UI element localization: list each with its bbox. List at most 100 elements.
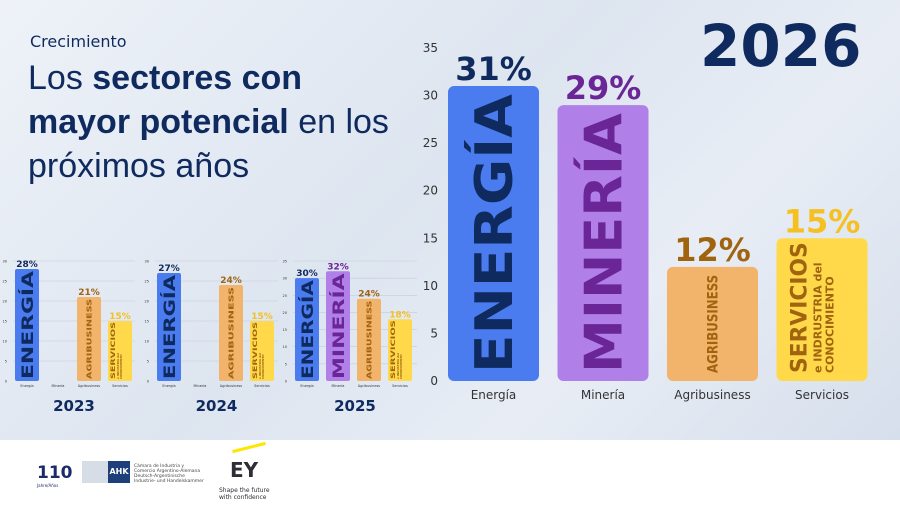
y-tick-label: 0 <box>285 380 287 384</box>
bar-energía <box>295 278 319 381</box>
logo-110-anos: 110 Jahre/Años <box>37 463 73 488</box>
x-tick-label: Agribusiness <box>358 384 380 388</box>
chart-title-2023: 2023 <box>53 397 95 415</box>
bar-agribusiness <box>219 285 243 381</box>
data-label: 29% <box>565 69 642 107</box>
y-tick-label: 25 <box>145 280 149 284</box>
data-label: 24% <box>220 276 242 286</box>
title-part: Los <box>28 59 93 97</box>
chart-title-2025: 2025 <box>334 397 376 415</box>
data-label: 18% <box>389 310 411 320</box>
y-tick-label: 30 <box>145 260 149 264</box>
bar-sublabel: e INDUSTRIA del <box>258 353 262 379</box>
bar-label: AGRIBUSINESS <box>366 301 374 379</box>
bar-label: SERVICIOS <box>390 320 397 379</box>
bar-agribusiness <box>667 266 758 381</box>
y-tick-label: 10 <box>145 340 149 344</box>
y-tick-label: 20 <box>3 300 7 304</box>
bar-label: ENERGÍA <box>160 274 179 379</box>
y-tick-label: 35 <box>283 260 287 264</box>
bar-sublabel: CONOCIMIENTO <box>119 354 123 379</box>
x-tick-label: Servicios <box>795 388 849 402</box>
x-tick-label: Energía <box>162 384 175 388</box>
bar-label: ENERGÍA <box>18 270 37 379</box>
data-label: 32% <box>327 262 349 272</box>
data-label: 31% <box>455 50 532 88</box>
y-tick-label: 15 <box>145 320 149 324</box>
bar-label: SERVICIOS <box>788 242 813 373</box>
eyebrow-label: Crecimiento <box>30 32 127 51</box>
data-label: 28% <box>16 260 38 270</box>
y-tick-label: 25 <box>283 294 287 298</box>
bar-minería <box>326 271 350 381</box>
data-label: 15% <box>109 312 131 322</box>
y-tick-label: 20 <box>145 300 149 304</box>
data-label: 30% <box>296 269 318 279</box>
y-tick-label: 10 <box>423 279 438 293</box>
x-tick-label: Agribusiness <box>78 384 100 388</box>
y-tick-label: 15 <box>423 231 438 245</box>
ahk-text: Cámara de Industria y Comercio Argentino… <box>134 464 204 484</box>
bar-energía <box>448 86 539 382</box>
y-tick-label: 30 <box>3 260 7 264</box>
logo-ahk: AHK <box>82 461 130 483</box>
y-tick-label: 5 <box>430 326 438 340</box>
x-tick-label: Servicios <box>254 384 270 388</box>
title-emphasis: sectores con mayor potencial <box>28 59 303 141</box>
chart-title-2026: 2026 <box>700 12 862 80</box>
y-tick-label: 30 <box>283 277 287 281</box>
logo-ey: EY <box>230 458 259 482</box>
data-label: 15% <box>251 312 273 322</box>
bar-sublabel: e INDRUSTRIA del <box>812 262 825 373</box>
bar-label: MINERÍA <box>329 272 348 379</box>
y-tick-label: 20 <box>283 311 287 315</box>
bar-label: ENERGÍA <box>464 94 525 373</box>
x-tick-label: Servicios <box>112 384 128 388</box>
y-tick-label: 10 <box>283 345 287 349</box>
bar-sublabel: e INDUSTRIA del <box>116 353 120 379</box>
y-tick-label: 15 <box>283 328 287 332</box>
bar-label: SERVICIOS <box>252 322 259 379</box>
y-tick-label: 5 <box>285 362 287 366</box>
x-tick-label: Minería <box>194 384 207 388</box>
bar-servicios <box>108 321 132 381</box>
y-tick-label: 10 <box>3 340 7 344</box>
data-label: 24% <box>358 290 380 300</box>
ey-tagline: Shape the future with confidence <box>219 487 270 501</box>
y-tick-label: 0 <box>5 380 7 384</box>
x-tick-label: Servicios <box>392 384 408 388</box>
footer <box>0 440 900 505</box>
chart-title-2024: 2024 <box>196 397 238 415</box>
bar-label: AGRIBUSINESS <box>228 287 236 379</box>
x-tick-label: Energía <box>20 384 33 388</box>
x-tick-label: Energía <box>300 384 313 388</box>
y-tick-label: 0 <box>147 380 149 384</box>
bar-label: AGRIBUSINESS <box>706 275 722 373</box>
y-tick-label: 5 <box>5 360 7 364</box>
bar-sublabel: CONOCIMIENTO <box>399 354 403 379</box>
bar-sublabel: CONOCIMIENTO <box>261 354 265 379</box>
y-tick-label: 25 <box>3 280 7 284</box>
bar-label: AGRIBUSINESS <box>86 299 94 379</box>
bar-label: MINERÍA <box>574 113 635 373</box>
bar-servicios <box>388 319 412 381</box>
data-label: 12% <box>674 231 751 269</box>
x-tick-label: Agribusiness <box>220 384 242 388</box>
x-tick-label: Minería <box>332 384 345 388</box>
bar-agribusiness <box>77 297 101 381</box>
bar-minería <box>557 105 649 381</box>
x-tick-label: Minería <box>52 384 65 388</box>
x-tick-label: Energía <box>471 388 517 402</box>
x-tick-label: Minería <box>581 388 625 402</box>
data-label: 15% <box>784 202 861 240</box>
bar-sublabel: CONOCIMIENTO <box>824 276 837 373</box>
page-title: Los sectores con mayor potencial en los … <box>28 56 408 188</box>
y-tick-label: 25 <box>423 136 438 150</box>
bar-sublabel: e INDUSTRIA del <box>396 353 400 379</box>
bar-servicios <box>776 238 868 381</box>
y-tick-label: 30 <box>423 89 438 103</box>
bar-energía <box>157 273 181 381</box>
data-label: 27% <box>158 264 180 274</box>
title-part: en los próximos años <box>28 103 389 185</box>
